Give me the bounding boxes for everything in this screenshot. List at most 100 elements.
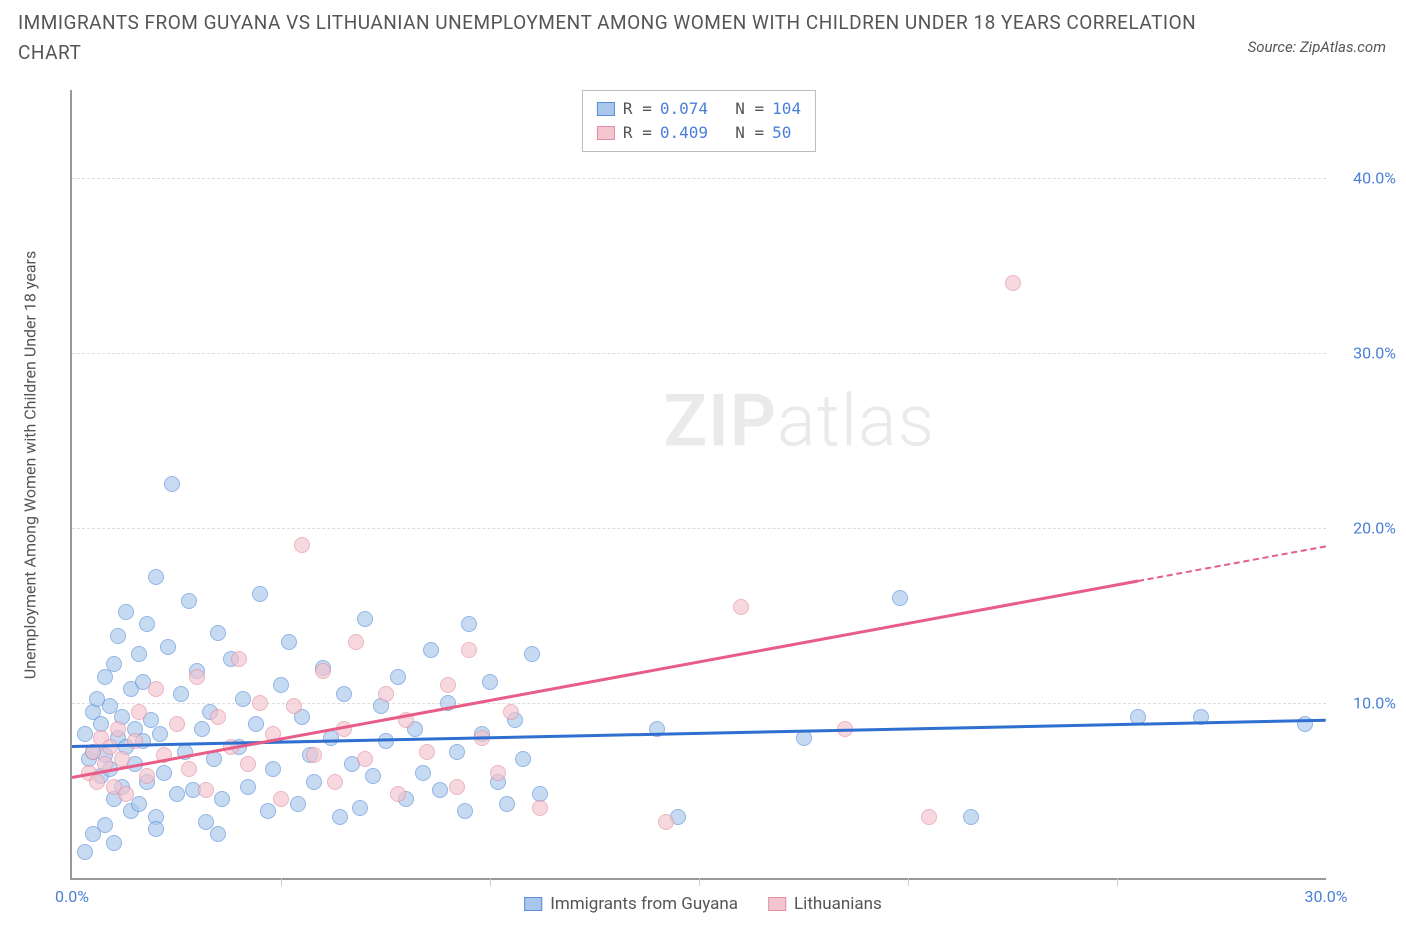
data-point <box>189 669 205 685</box>
data-point <box>110 721 126 737</box>
data-point <box>181 593 197 609</box>
data-point <box>169 716 185 732</box>
legend-swatch-icon <box>768 897 786 911</box>
data-point <box>97 817 113 833</box>
data-point <box>449 779 465 795</box>
legend-row-lithuanians: R = 0.409 N = 50 <box>597 121 801 145</box>
data-point <box>110 628 126 644</box>
data-point <box>164 476 180 492</box>
data-point <box>378 686 394 702</box>
data-point <box>1005 275 1021 291</box>
data-point <box>286 698 302 714</box>
data-point <box>490 765 506 781</box>
data-point <box>461 642 477 658</box>
data-point <box>357 611 373 627</box>
data-point <box>921 809 937 825</box>
chart-title: IMMIGRANTS FROM GUYANA VS LITHUANIAN UNE… <box>18 8 1206 69</box>
watermark-bold: ZIP <box>664 378 777 463</box>
data-point <box>515 751 531 767</box>
x-tick-label: 0.0% <box>55 887 89 906</box>
correlation-legend: R = 0.074 N = 104 R = 0.409 N = 50 <box>582 90 816 152</box>
data-point <box>194 721 210 737</box>
watermark: ZIPatlas <box>664 378 936 463</box>
data-point <box>118 604 134 620</box>
gridline <box>72 353 1326 354</box>
legend-n-value: 50 <box>772 121 791 145</box>
data-point <box>169 786 185 802</box>
data-point <box>106 656 122 672</box>
data-point <box>352 800 368 816</box>
data-point <box>248 716 264 732</box>
data-point <box>432 782 448 798</box>
data-point <box>131 796 147 812</box>
legend-item-guyana: Immigrants from Guyana <box>524 894 738 914</box>
data-point <box>415 765 431 781</box>
x-tick-mark <box>699 878 700 886</box>
data-point <box>658 814 674 830</box>
y-tick-label: 30.0% <box>1336 343 1396 362</box>
y-tick-label: 10.0% <box>1336 693 1396 712</box>
data-point <box>181 761 197 777</box>
data-point <box>240 756 256 772</box>
data-point <box>390 786 406 802</box>
data-point <box>419 744 435 760</box>
data-point <box>306 747 322 763</box>
data-point <box>152 726 168 742</box>
legend-swatch-icon <box>524 897 542 911</box>
x-tick-label: 30.0% <box>1305 887 1348 906</box>
data-point <box>357 751 373 767</box>
data-point <box>77 726 93 742</box>
data-point <box>210 709 226 725</box>
data-point <box>461 616 477 632</box>
data-point <box>482 674 498 690</box>
legend-item-lithuanians: Lithuanians <box>768 894 882 914</box>
data-point <box>796 730 812 746</box>
data-point <box>89 774 105 790</box>
data-point <box>306 774 322 790</box>
data-point <box>173 686 189 702</box>
data-point <box>273 677 289 693</box>
data-point <box>281 634 297 650</box>
source-attribution: Source: ZipAtlas.com <box>1248 38 1386 56</box>
data-point <box>127 733 143 749</box>
legend-r-value: 0.074 <box>660 97 708 121</box>
data-point <box>332 809 348 825</box>
data-point <box>348 634 364 650</box>
data-point <box>336 686 352 702</box>
data-point <box>198 814 214 830</box>
data-point <box>449 744 465 760</box>
data-point <box>327 774 343 790</box>
x-tick-mark <box>1117 878 1118 886</box>
data-point <box>260 803 276 819</box>
watermark-light: atlas <box>777 378 935 463</box>
data-point <box>457 803 473 819</box>
data-point <box>156 765 172 781</box>
data-point <box>231 651 247 667</box>
legend-row-guyana: R = 0.074 N = 104 <box>597 97 801 121</box>
data-point <box>265 761 281 777</box>
x-tick-mark <box>490 878 491 886</box>
data-point <box>148 569 164 585</box>
chart-plot-area: R = 0.074 N = 104 R = 0.409 N = 50 ZIPat… <box>70 90 1326 880</box>
legend-swatch-icon <box>597 102 615 116</box>
data-point <box>423 642 439 658</box>
data-point <box>524 646 540 662</box>
legend-r-label: R = <box>623 97 652 121</box>
x-tick-mark <box>908 878 909 886</box>
data-point <box>532 800 548 816</box>
gridline <box>72 528 1326 529</box>
data-point <box>139 616 155 632</box>
data-point <box>235 691 251 707</box>
legend-n-value: 104 <box>772 97 801 121</box>
data-point <box>252 695 268 711</box>
data-point <box>240 779 256 795</box>
trend-line <box>72 580 1138 779</box>
data-point <box>131 646 147 662</box>
data-point <box>365 768 381 784</box>
legend-r-label: R = <box>623 121 652 145</box>
y-axis-label: Unemployment Among Women with Children U… <box>21 251 40 679</box>
y-tick-label: 20.0% <box>1336 518 1396 537</box>
data-point <box>252 586 268 602</box>
data-point <box>378 733 394 749</box>
data-point <box>148 821 164 837</box>
